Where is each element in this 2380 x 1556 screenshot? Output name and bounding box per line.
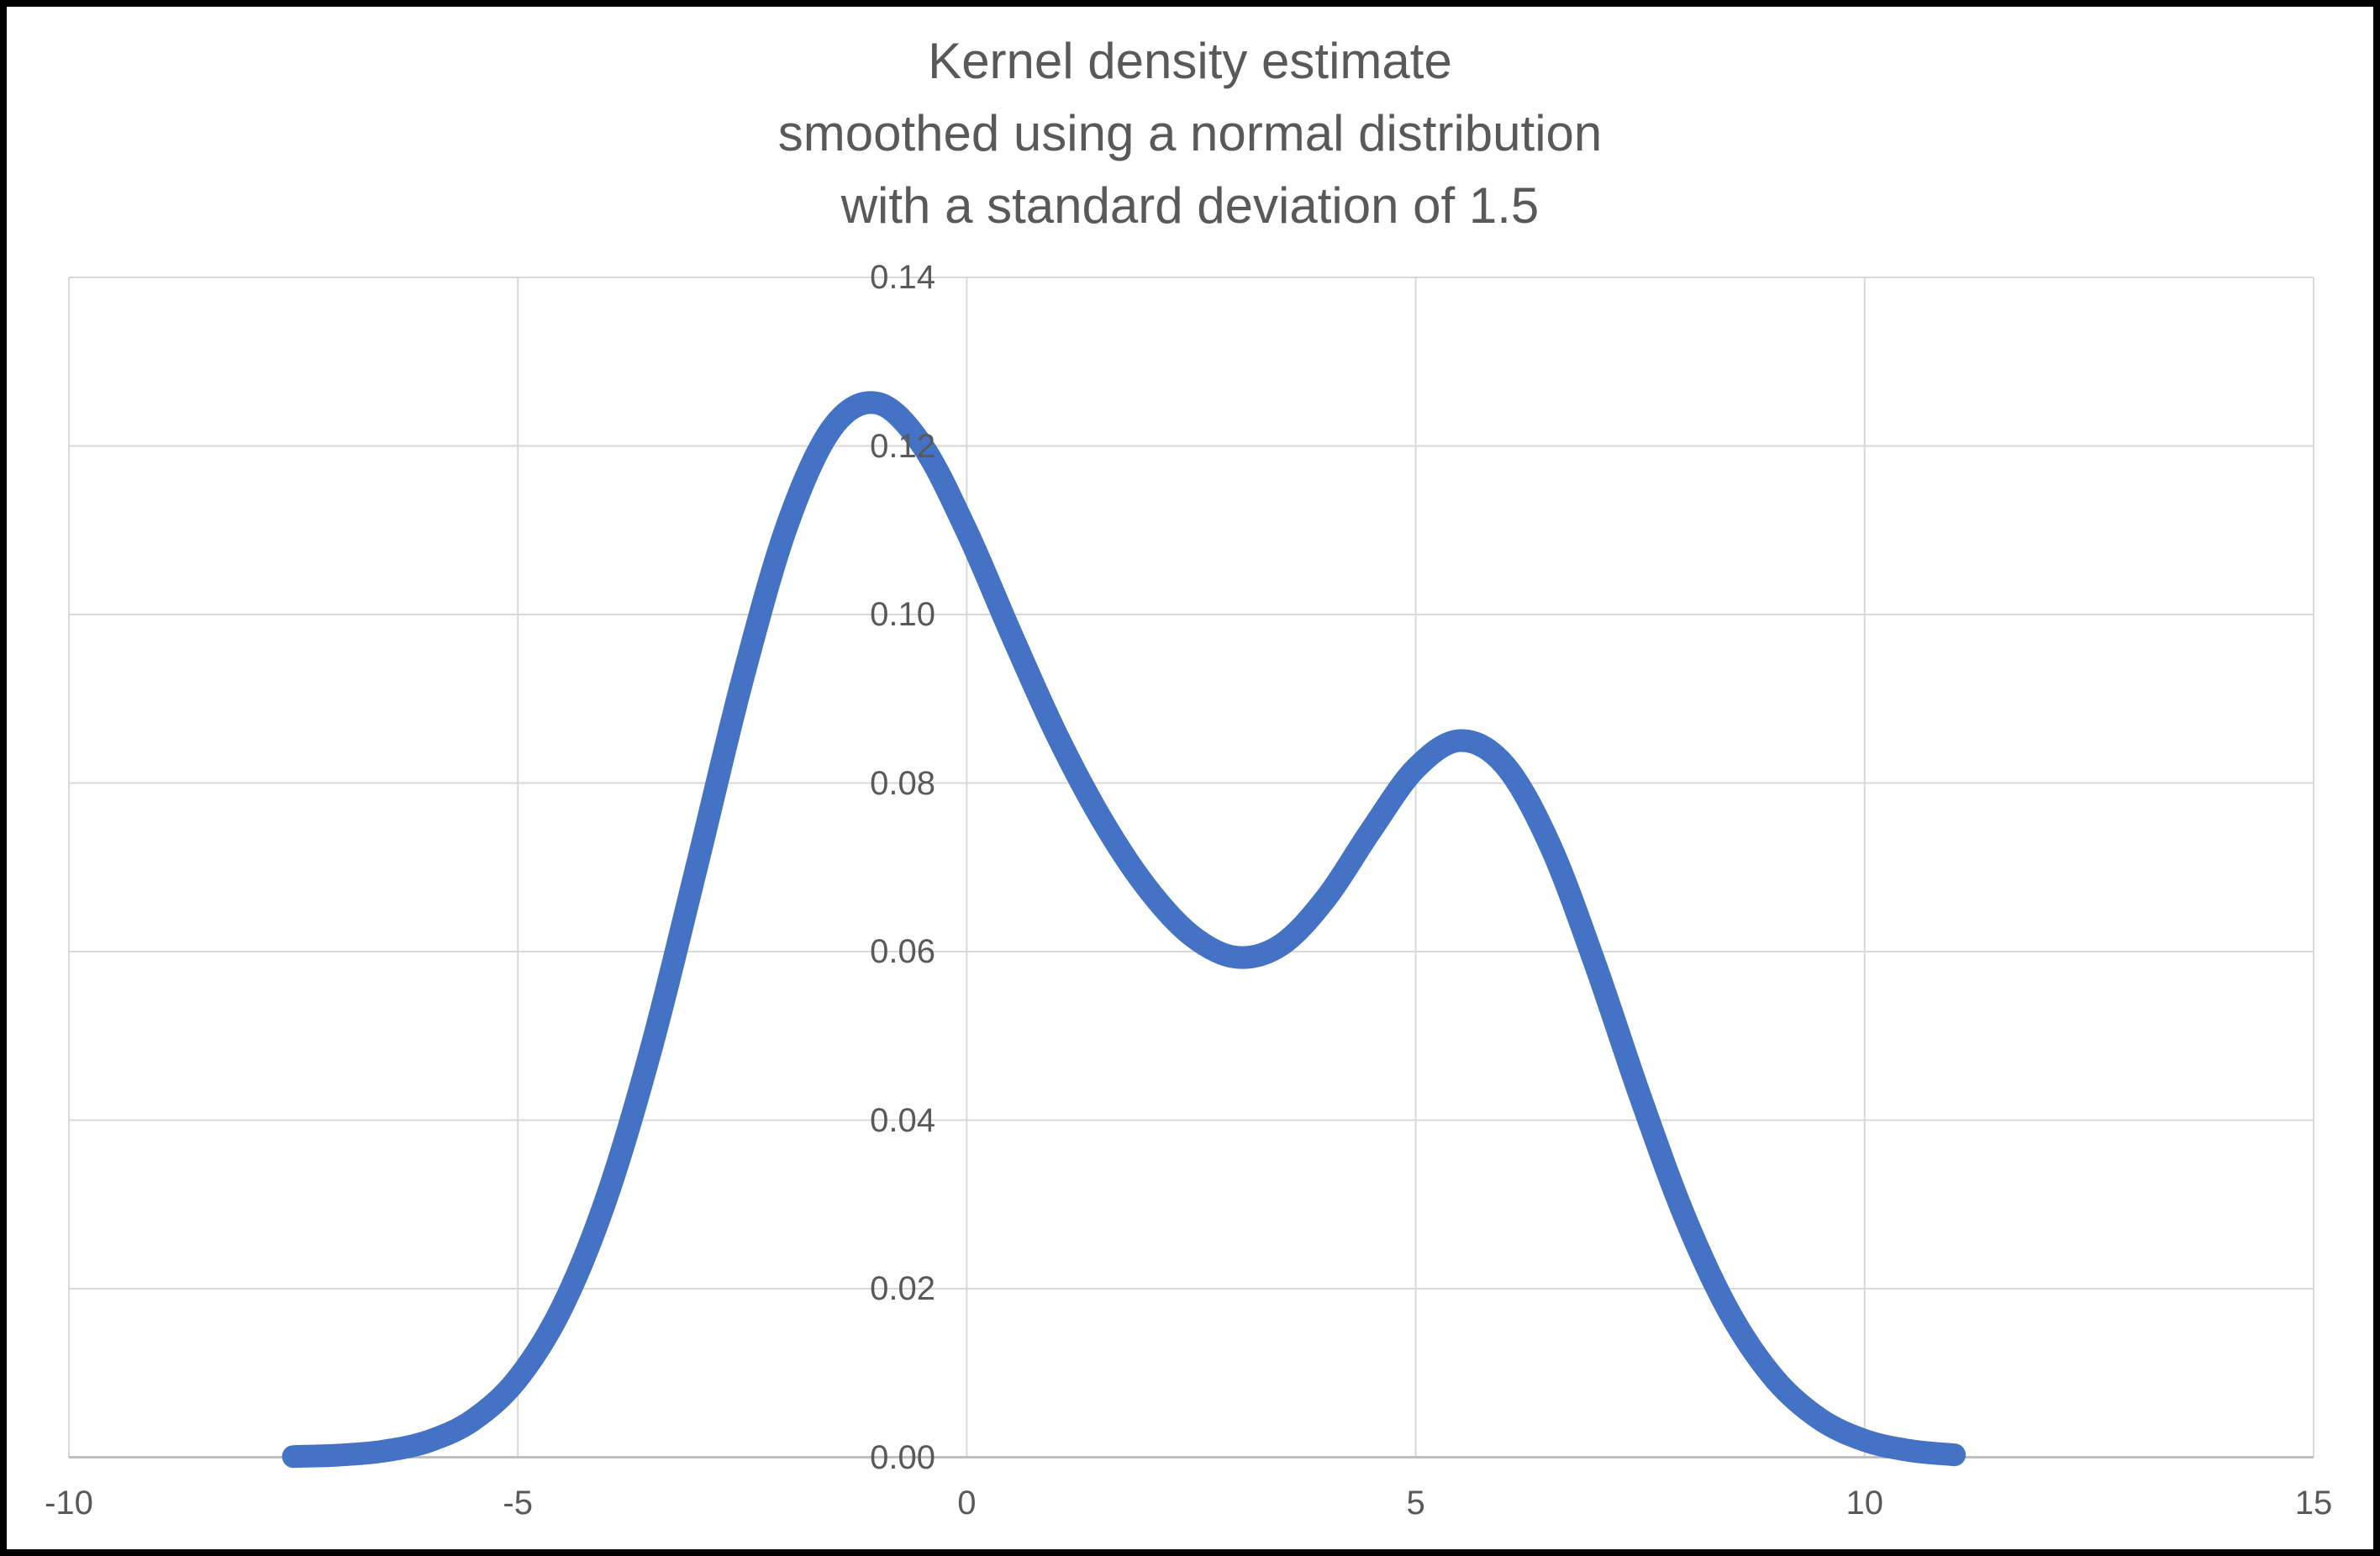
x-axis-tick-label: 10 [1846,1485,1884,1522]
x-axis-tick-label: -5 [503,1485,533,1522]
y-axis-tick-label: 0.06 [870,933,935,970]
y-axis-tick-label: 0.04 [870,1101,935,1139]
y-axis-tick-label: 0.08 [870,764,935,802]
y-axis-tick-label: 0.02 [870,1270,935,1307]
y-axis-tick-label: 0.10 [870,596,935,633]
x-axis-tick-label: 15 [2294,1485,2333,1522]
y-axis-tick-label: 0.12 [870,427,935,465]
y-axis-tick-label: 0.14 [870,259,935,296]
x-axis-tick-label: -10 [45,1485,93,1522]
chart-title: Kernel density estimate smoothed using a… [777,33,1603,234]
x-axis-tick-label: 0 [957,1485,977,1522]
x-axis-tick-label: 5 [1406,1485,1425,1522]
kde-curve [282,391,1967,1469]
y-axis-tick-label: 0.00 [870,1438,935,1476]
